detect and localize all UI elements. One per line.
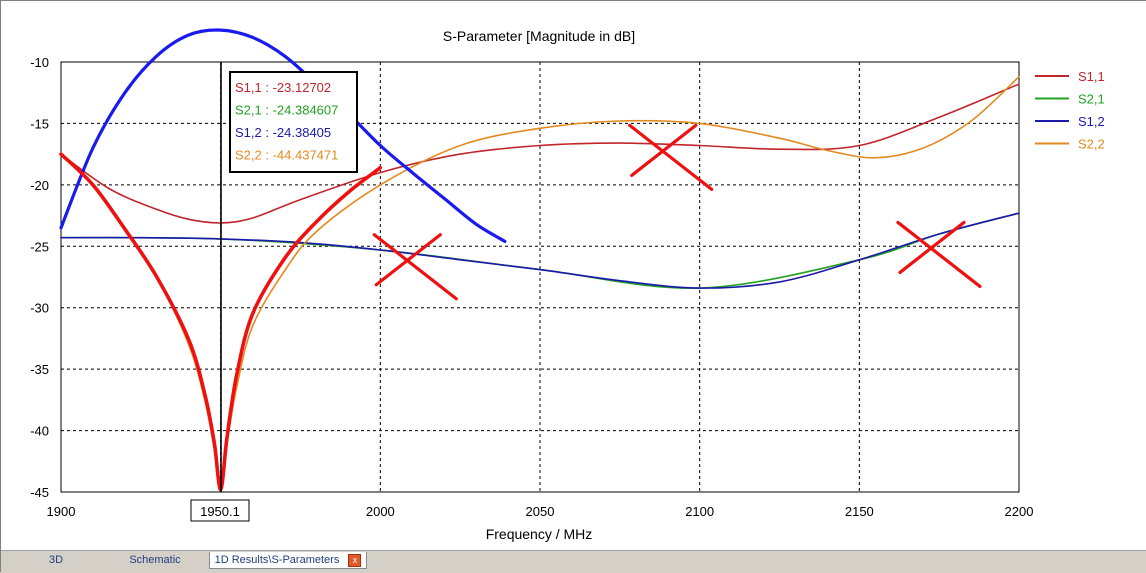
readout-line: S2,1 : -24.384607: [235, 103, 338, 118]
y-tick-label: -40: [30, 424, 49, 439]
cursor-value-box: [190, 499, 250, 522]
y-tick-label: -25: [30, 239, 49, 254]
readout-line: S1,1 : -23.12702: [235, 80, 331, 95]
grid-lines: [61, 62, 1019, 492]
x-tick-label: 2000: [366, 504, 395, 519]
chart-title: S-Parameter [Magnitude in dB]: [443, 28, 635, 44]
cross-mark-stroke: [374, 233, 442, 287]
tab-3d[interactable]: 3D: [11, 552, 101, 569]
cross-mark-stroke: [630, 123, 698, 177]
x-tick-label: 2200: [1005, 504, 1034, 519]
s-parameter-chart: S-Parameter [Magnitude in dB] 1900195020…: [1, 1, 1146, 550]
tab-schematic[interactable]: Schematic: [107, 552, 203, 569]
cross-mark-stroke: [898, 220, 966, 275]
y-tick-label: -30: [30, 301, 49, 316]
cross-mark-stroke: [372, 233, 458, 301]
y-tick-label: -20: [30, 178, 49, 193]
cursor-readout: S1,1 : -23.12702 S2,1 : -24.384607 S1,2 : …: [229, 71, 358, 173]
x-tick-label: 1900: [47, 504, 76, 519]
tab-label: 3D: [48, 554, 64, 566]
x-axis-label: Frequency / MHz: [486, 526, 593, 542]
readout-box: [229, 71, 358, 173]
y-tick-label: -15: [30, 116, 49, 131]
cross-mark-stroke: [628, 123, 714, 191]
close-icon[interactable]: x: [348, 553, 362, 567]
y-tick-label: -45: [30, 485, 49, 500]
cursor[interactable]: 1950.1: [190, 62, 250, 522]
x-tick-label: 2150: [845, 504, 874, 519]
chart-background: [1, 1, 1146, 550]
x-tick-label: 2100: [685, 504, 714, 519]
series-line-S1-1: [60, 83, 1020, 224]
y-tick-label: -10: [30, 55, 49, 70]
tab-label: Schematic: [129, 554, 181, 566]
readout-line: S1,2 : -24.38405: [235, 125, 331, 140]
legend-label: S1,2: [1078, 114, 1105, 129]
annotation-stroke-4: [59, 28, 507, 243]
tab-bar: 3D Schematic 1D Results\S-Parameters x: [1, 550, 1146, 573]
legend-label: S2,2: [1078, 137, 1105, 152]
x-tick-label: 2050: [526, 504, 555, 519]
legend: S1,1 S2,1 S1,2 S2,2: [1035, 69, 1105, 152]
tab-label: 1D Results\S-Parameters: [214, 554, 340, 566]
legend-label: S1,1: [1078, 69, 1105, 84]
plot-frame: [60, 61, 1020, 493]
cursor-value-label: 1950.1: [200, 504, 240, 519]
cross-marks: [372, 123, 982, 301]
readout-line: S2,2 : -44.437471: [235, 148, 338, 163]
tab-s-parameters[interactable]: 1D Results\S-Parameters x: [209, 552, 367, 569]
cross-mark-stroke: [896, 220, 982, 289]
legend-label: S2,1: [1078, 92, 1105, 107]
y-tick-label: -35: [30, 362, 49, 377]
